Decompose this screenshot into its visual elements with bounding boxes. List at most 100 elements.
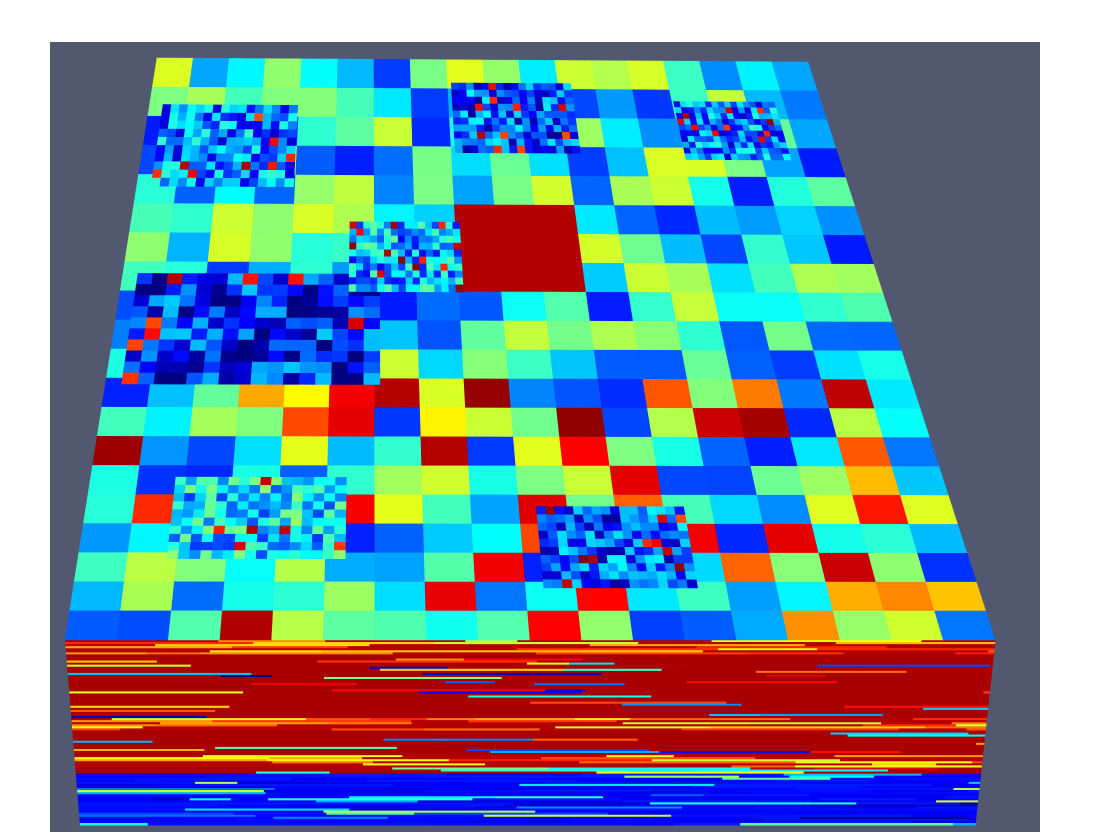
fine-cell	[392, 285, 399, 292]
fine-cell	[632, 531, 643, 539]
fine-cell	[182, 510, 194, 518]
fine-cell	[568, 539, 578, 547]
grid-cell	[553, 379, 602, 408]
grid-cell	[633, 321, 682, 350]
fine-cell	[349, 278, 356, 285]
fine-cell	[303, 477, 314, 485]
fine-cell	[227, 502, 238, 510]
grid-cell	[745, 437, 798, 466]
fine-cell	[406, 278, 413, 285]
fine-cell	[412, 229, 419, 236]
fine-cell	[773, 120, 781, 126]
fine-cell	[246, 534, 258, 542]
fine-cell	[335, 526, 346, 534]
fine-cell	[621, 523, 632, 531]
fine-cell	[624, 539, 635, 547]
fine-cell	[312, 534, 323, 542]
fine-cell	[216, 502, 228, 510]
fine-cell	[391, 229, 398, 236]
fine-cell	[370, 264, 377, 271]
grid-cell	[423, 524, 473, 553]
fine-cell	[260, 154, 269, 162]
grid-cell	[282, 408, 329, 437]
fine-cell	[626, 555, 637, 563]
fine-cell	[550, 547, 560, 555]
grid-cell	[456, 234, 499, 263]
grid-cell	[918, 553, 977, 582]
grid-cell	[297, 117, 336, 146]
fine-cell	[453, 222, 460, 229]
fine-cell	[301, 551, 312, 559]
fine-cell	[441, 264, 448, 271]
fine-cell	[271, 485, 282, 493]
fine-cell	[253, 130, 262, 138]
grid-cell	[876, 582, 935, 611]
fine-cell	[371, 236, 378, 243]
grid-cell	[688, 177, 734, 206]
fine-cell	[205, 170, 215, 178]
fine-cell	[301, 542, 312, 550]
fine-cell	[285, 170, 294, 178]
fine-cell	[160, 121, 170, 129]
fine-cell	[325, 486, 336, 494]
fine-cell	[174, 485, 186, 493]
fine-cell	[212, 274, 228, 285]
fine-cell	[539, 132, 548, 139]
fine-cell	[591, 580, 602, 588]
fine-cell	[516, 132, 525, 139]
fine-cell	[565, 515, 575, 523]
fine-cell	[613, 531, 624, 539]
grid-cell	[731, 611, 788, 640]
fine-cell	[499, 111, 507, 118]
fine-cell	[279, 542, 290, 550]
grid-cell	[782, 611, 840, 640]
fine-cell	[642, 539, 653, 547]
fine-cell	[314, 494, 325, 502]
fine-cell	[418, 222, 425, 229]
fine-cell	[156, 145, 166, 153]
grid-cell	[336, 117, 375, 146]
fine-cell	[434, 278, 441, 285]
grid-cell	[281, 437, 329, 466]
fine-cell	[541, 84, 549, 91]
fine-cell	[145, 318, 162, 329]
fine-cell	[363, 264, 370, 271]
grid-cell	[458, 263, 502, 292]
grid-cell	[129, 204, 174, 233]
fine-cell	[196, 285, 213, 296]
fine-cell	[412, 250, 419, 257]
fine-cell	[476, 118, 484, 125]
fine-cell	[399, 264, 406, 271]
fine-cell	[580, 564, 590, 572]
fine-cell	[681, 547, 692, 555]
fine-cell	[385, 271, 392, 278]
fine-cell	[324, 502, 335, 510]
grid-cell	[375, 350, 420, 379]
grid-cell	[693, 408, 745, 437]
fine-cell	[364, 229, 371, 236]
fine-cell	[538, 523, 548, 531]
fine-cell	[292, 485, 303, 493]
fine-cell	[335, 494, 346, 502]
fine-cell	[196, 477, 208, 485]
fine-cell	[324, 510, 335, 518]
grid-cell	[226, 58, 265, 87]
grid-cell	[550, 350, 598, 379]
fine-cell	[314, 486, 325, 494]
fine-cell	[639, 515, 650, 523]
fine-cell	[517, 146, 526, 153]
fine-cell	[279, 122, 288, 130]
fine-cell	[461, 118, 469, 125]
fine-cell	[648, 515, 659, 523]
grid-cell	[324, 582, 375, 611]
fine-cell	[668, 523, 679, 531]
fine-cell	[595, 531, 605, 539]
fine-cell	[237, 510, 249, 518]
fine-cell	[302, 318, 318, 329]
fine-cell	[492, 125, 500, 132]
fine-cell	[454, 257, 461, 264]
fine-cell	[512, 97, 520, 104]
grid-cell	[633, 90, 676, 119]
grid-cell	[756, 293, 806, 322]
fine-cell	[461, 125, 469, 132]
